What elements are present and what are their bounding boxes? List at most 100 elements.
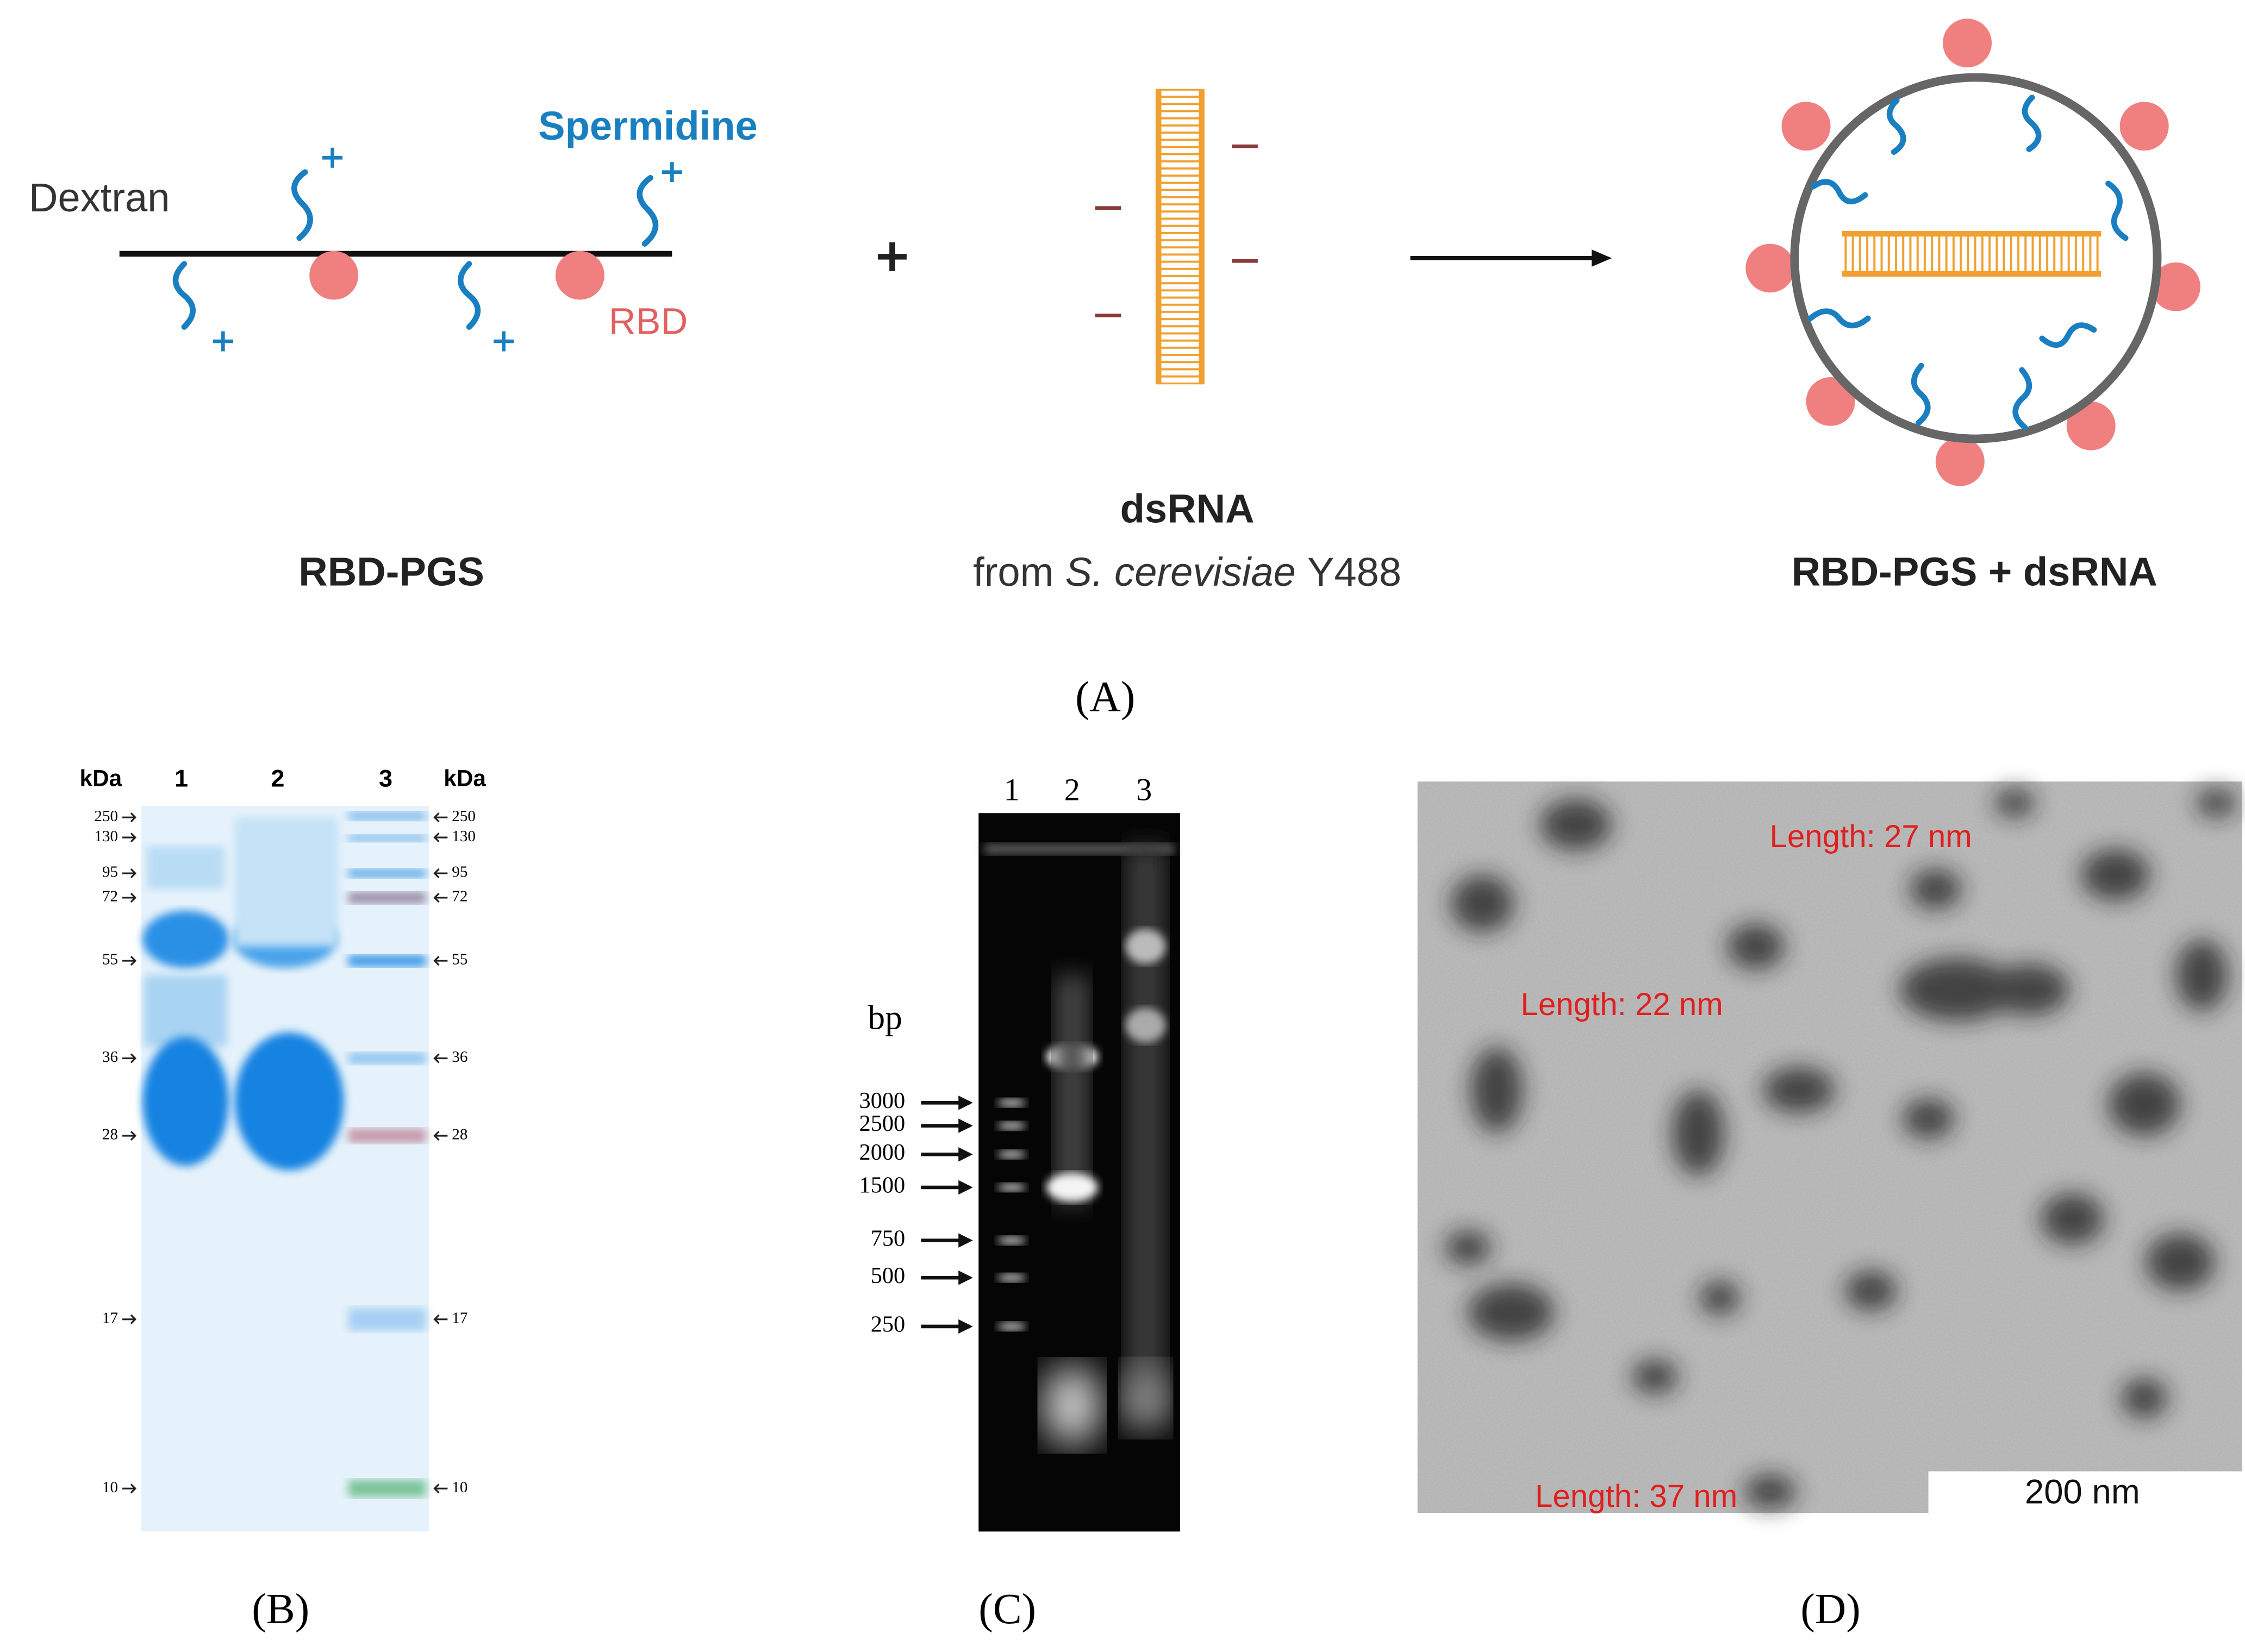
lane-label: 2 <box>271 764 284 792</box>
dsrna-icon <box>1155 89 1205 385</box>
unit-label: kDa <box>79 766 122 791</box>
marker-arrow <box>122 1314 137 1324</box>
marker-arrow <box>433 812 448 823</box>
marker-arrow <box>122 892 137 903</box>
source-prefix: from <box>973 549 1053 595</box>
ladder-band <box>997 1098 1026 1107</box>
marker-label: 95 <box>452 863 467 881</box>
negative-charges <box>1095 144 1258 317</box>
marker-label: 250 <box>452 808 476 825</box>
panel-d: 200 nm Length: 27 nm Length: 22 nm Lengt… <box>1417 781 2242 1633</box>
ladder-label: 1500 <box>859 1173 906 1198</box>
ladder-arrowhead <box>958 1096 973 1110</box>
lane-label: 1 <box>1004 772 1020 808</box>
panel-label: (B) <box>252 1585 309 1633</box>
marker-arrow <box>122 833 137 843</box>
marker-label: 95 <box>102 863 118 881</box>
panel-a: Dextran Spermidine RBD RBD-PGS dsRNA fro… <box>29 18 2200 721</box>
marker-label: 28 <box>102 1126 118 1143</box>
measurement-label: Length: 22 nm <box>1521 987 1723 1022</box>
panel-label: (C) <box>978 1585 1036 1633</box>
rbd-pgs-caption: RBD-PGS <box>298 549 484 595</box>
lane-label: 2 <box>1064 772 1080 808</box>
marker-arrow <box>122 956 137 966</box>
dextran-label: Dextran <box>29 175 170 220</box>
marker-label: 72 <box>452 888 467 905</box>
rbd-label: RBD <box>609 301 688 342</box>
marker-label: 72 <box>102 888 118 905</box>
spermidine-label: Spermidine <box>538 103 758 148</box>
ladder-arrowhead <box>958 1319 973 1334</box>
marker-label: 250 <box>94 808 118 825</box>
lane-label: 3 <box>1136 772 1152 808</box>
marker-arrow <box>433 1130 448 1141</box>
ladder-band <box>997 1273 1026 1282</box>
complex-icon <box>1745 18 2200 486</box>
marker-label: 17 <box>452 1309 467 1326</box>
reaction-arrow <box>1410 249 1612 267</box>
measurement-label: Length: 37 nm <box>1535 1479 1737 1514</box>
ladder-arrowhead <box>958 1180 973 1195</box>
marker-arrow <box>433 1484 448 1494</box>
ladder-arrowhead <box>958 1233 973 1248</box>
rbd-icons <box>309 251 604 300</box>
panel-label: (D) <box>1800 1585 1860 1633</box>
ladder-band <box>997 1121 1026 1130</box>
ladder-label: 3000 <box>859 1088 906 1113</box>
marker-arrow <box>122 1130 137 1141</box>
ladder-arrowhead <box>958 1147 973 1162</box>
marker-label: 36 <box>452 1048 467 1066</box>
dsrna-caption: dsRNA <box>1120 486 1255 531</box>
marker-arrow <box>433 833 448 843</box>
marker-label: 28 <box>452 1126 467 1143</box>
source-caption: from S. cerevisiae Y488 <box>973 549 1401 595</box>
marker-label: 55 <box>102 951 118 968</box>
marker-arrow <box>433 956 448 966</box>
positive-charges <box>213 147 682 352</box>
source-strain: Y488 <box>1307 549 1401 595</box>
ladder-label: 500 <box>871 1263 906 1288</box>
unit-label: bp <box>868 998 902 1037</box>
marker-arrow <box>122 812 137 823</box>
plus-sign <box>877 242 907 271</box>
marker-label: 55 <box>452 951 467 968</box>
marker-arrow <box>122 1484 137 1494</box>
marker-label: 130 <box>452 828 476 845</box>
marker-label: 130 <box>94 828 118 845</box>
tem-noise <box>1417 781 2242 1513</box>
ladder-label: 2000 <box>859 1140 906 1165</box>
marker-arrow <box>433 868 448 879</box>
ladder-arrowhead <box>958 1118 973 1133</box>
ladder-label: 2500 <box>859 1111 906 1136</box>
scale-bar <box>1928 1471 2242 1513</box>
marker-arrow <box>433 892 448 903</box>
marker-label: 10 <box>452 1479 467 1496</box>
complex-caption: RBD-PGS + dsRNA <box>1792 549 2157 595</box>
source-species: S. cerevisiae <box>1065 549 1296 595</box>
scale-bar-label: 200 nm <box>2025 1473 2140 1511</box>
spermidine-icons <box>172 169 659 330</box>
gel-bands <box>142 811 426 1497</box>
marker-arrow <box>433 1053 448 1063</box>
panel-label: (A) <box>1075 673 1135 721</box>
ladder-band <box>997 1150 1026 1159</box>
measurement-label: Length: 27 nm <box>1770 819 1972 854</box>
marker-label: 17 <box>102 1309 118 1326</box>
ladder-label: 750 <box>871 1225 906 1251</box>
unit-label: kDa <box>444 766 486 791</box>
ladder-band <box>997 1322 1026 1331</box>
ladder-band <box>997 1236 1026 1245</box>
lane-label: 3 <box>379 764 392 792</box>
panel-b: kDa kDa 1 2 3 (B) 250 250 130 130 95 95 72 72 55… <box>79 764 486 1632</box>
ladder-arrowhead <box>958 1271 973 1285</box>
marker-arrow <box>122 1053 137 1063</box>
particles <box>1445 789 2237 1509</box>
marker-label: 10 <box>102 1479 118 1496</box>
ladder-label: 250 <box>871 1312 906 1337</box>
marker-arrow <box>433 1314 448 1324</box>
gel-bands <box>984 843 1175 1446</box>
ladder-band <box>997 1183 1026 1192</box>
lane-label: 1 <box>174 764 188 792</box>
